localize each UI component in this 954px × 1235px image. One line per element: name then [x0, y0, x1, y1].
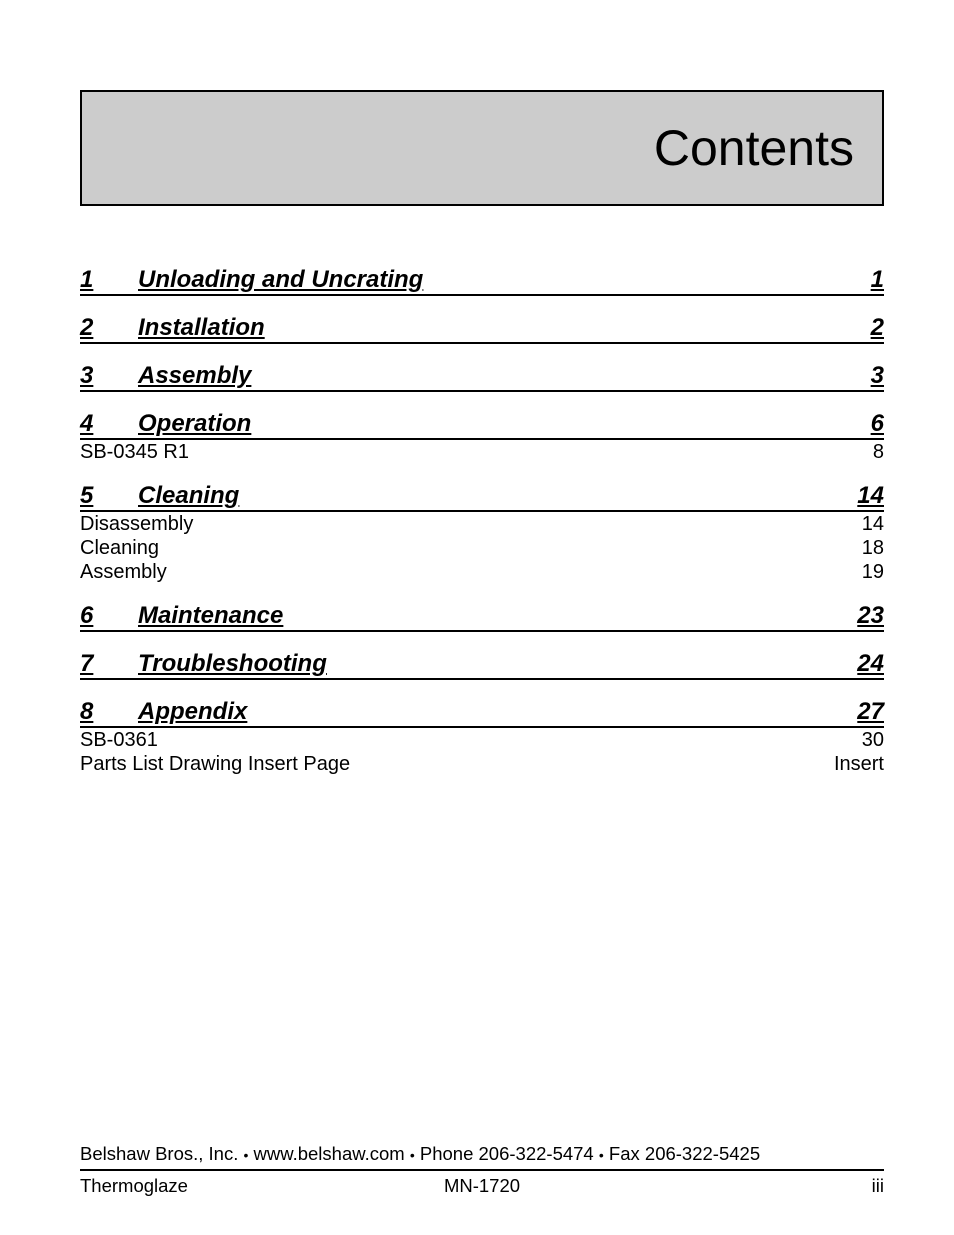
chapter-title: Assembly [138, 362, 871, 390]
chapter-title: Cleaning [138, 482, 857, 510]
footer-docnum: MN-1720 [348, 1175, 616, 1197]
subitem-page: 19 [862, 561, 884, 584]
subitem-title: Assembly [80, 561, 862, 584]
chapter-number: 3 [80, 362, 138, 390]
chapter-title: Unloading and Uncrating [138, 266, 871, 294]
toc-subitem[interactable]: SB-036130 [80, 729, 884, 752]
toc-subitem[interactable]: Parts List Drawing Insert PageInsert [80, 753, 884, 776]
chapter-page: 2 [871, 314, 884, 342]
chapter-page: 27 [857, 698, 884, 726]
subitem-page: 30 [862, 729, 884, 752]
table-of-contents: 1Unloading and Uncrating12Installation23… [80, 266, 884, 776]
chapter-number: 4 [80, 410, 138, 438]
footer-doc-line: Thermoglaze MN-1720 iii [80, 1175, 884, 1197]
subitem-title: SB-0361 [80, 729, 862, 752]
bullet-icon: • [410, 1147, 415, 1163]
page-title: Contents [654, 119, 854, 177]
chapter-page: 14 [857, 482, 884, 510]
subitem-title: Disassembly [80, 513, 862, 536]
chapter-number: 1 [80, 266, 138, 294]
page-footer: Belshaw Bros., Inc. • www.belshaw.com • … [80, 1143, 884, 1197]
footer-company: Belshaw Bros., Inc. [80, 1143, 238, 1164]
chapter-title: Operation [138, 410, 871, 438]
chapter-title: Appendix [138, 698, 857, 726]
chapter-page: 1 [871, 266, 884, 294]
subitem-page: 18 [862, 537, 884, 560]
chapter-title: Maintenance [138, 602, 857, 630]
toc-chapter[interactable]: 6Maintenance23 [80, 602, 884, 632]
toc-chapter[interactable]: 8Appendix27 [80, 698, 884, 728]
toc-chapter[interactable]: 1Unloading and Uncrating1 [80, 266, 884, 296]
footer-product: Thermoglaze [80, 1175, 348, 1197]
bullet-icon: • [243, 1147, 248, 1163]
subitem-page: Insert [834, 753, 884, 776]
toc-chapter[interactable]: 2Installation2 [80, 314, 884, 344]
chapter-number: 7 [80, 650, 138, 678]
chapter-page: 24 [857, 650, 884, 678]
chapter-title: Installation [138, 314, 871, 342]
chapter-title: Troubleshooting [138, 650, 857, 678]
chapter-page: 3 [871, 362, 884, 390]
toc-chapter[interactable]: 5Cleaning14 [80, 482, 884, 512]
footer-pagenum: iii [616, 1175, 884, 1197]
toc-subitem[interactable]: SB-0345 R18 [80, 441, 884, 464]
chapter-page: 6 [871, 410, 884, 438]
subitem-page: 14 [862, 513, 884, 536]
toc-subitem[interactable]: Disassembly14 [80, 513, 884, 536]
footer-rule [80, 1169, 884, 1171]
title-box: Contents [80, 90, 884, 206]
chapter-number: 2 [80, 314, 138, 342]
subitem-title: Cleaning [80, 537, 862, 560]
subitem-title: Parts List Drawing Insert Page [80, 753, 834, 776]
toc-chapter[interactable]: 3Assembly3 [80, 362, 884, 392]
subitem-title: SB-0345 R1 [80, 441, 873, 464]
toc-chapter[interactable]: 7Troubleshooting24 [80, 650, 884, 680]
chapter-number: 8 [80, 698, 138, 726]
subitem-page: 8 [873, 441, 884, 464]
chapter-number: 6 [80, 602, 138, 630]
toc-subitem[interactable]: Assembly19 [80, 561, 884, 584]
footer-fax: Fax 206-322-5425 [609, 1143, 760, 1164]
chapter-number: 5 [80, 482, 138, 510]
bullet-icon: • [599, 1147, 604, 1163]
toc-chapter[interactable]: 4Operation6 [80, 410, 884, 440]
chapter-page: 23 [857, 602, 884, 630]
footer-phone: Phone 206-322-5474 [420, 1143, 594, 1164]
toc-subitem[interactable]: Cleaning18 [80, 537, 884, 560]
footer-website: www.belshaw.com [254, 1143, 405, 1164]
footer-company-line: Belshaw Bros., Inc. • www.belshaw.com • … [80, 1143, 884, 1169]
